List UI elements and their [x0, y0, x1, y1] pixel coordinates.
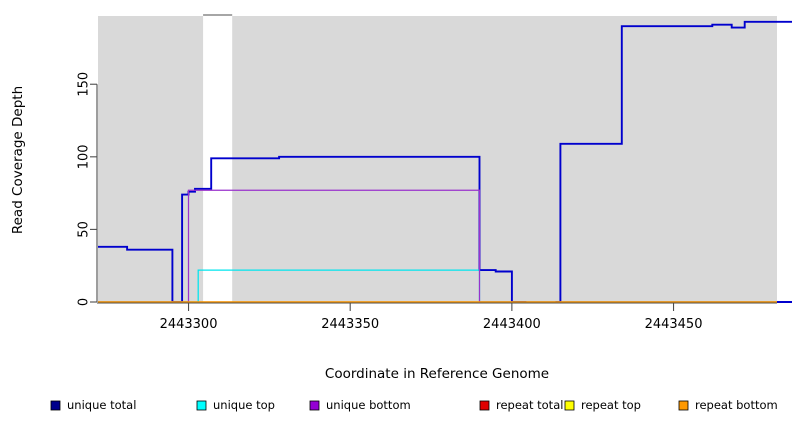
- y-axis-ticks: 0 50 100 150: [77, 72, 97, 306]
- series-unique-total: [98, 20, 792, 303]
- legend-label-repeat-total: repeat total: [496, 398, 563, 412]
- axis-group: 0 50 100 150 2443300 2443350 2443400 2443450: [77, 72, 777, 332]
- legend-label-unique-total: unique total: [67, 398, 136, 412]
- legend-swatch-repeat-total: [479, 400, 490, 411]
- legend-label-repeat-top: repeat top: [581, 398, 641, 412]
- plot-top-rule: [203, 14, 233, 16]
- y-axis-title: Read Coverage Depth: [10, 86, 26, 234]
- x-axis-title: Coordinate in Reference Genome: [325, 366, 549, 382]
- x-tick-label: 2443400: [483, 317, 541, 332]
- series-group: [98, 20, 792, 303]
- plot-background-left: [98, 16, 204, 302]
- plot-background-right: [232, 16, 777, 302]
- y-tick-label: 0: [77, 298, 92, 306]
- y-tick-label: 150: [77, 72, 92, 97]
- plot-background: [98, 14, 777, 302]
- x-tick-label: 2443350: [321, 317, 379, 332]
- legend-label-unique-bottom: unique bottom: [326, 398, 411, 412]
- legend-swatch-unique-top: [196, 400, 207, 411]
- chart-legend: unique total unique top unique bottom repea…: [50, 398, 778, 412]
- x-tick-label: 2443300: [160, 317, 218, 332]
- legend-swatch-unique-total: [50, 400, 61, 411]
- x-axis-ticks: 2443300 2443350 2443400 2443450: [160, 303, 703, 332]
- legend-swatch-unique-bottom: [309, 400, 320, 411]
- y-tick-label: 100: [77, 144, 92, 169]
- legend-label-repeat-bottom: repeat bottom: [695, 398, 778, 412]
- legend-swatch-repeat-top: [564, 400, 575, 411]
- x-tick-label: 2443450: [645, 317, 703, 332]
- legend-label-unique-top: unique top: [213, 398, 275, 412]
- y-tick-label: 50: [77, 221, 92, 238]
- legend-swatch-repeat-bottom: [678, 400, 689, 411]
